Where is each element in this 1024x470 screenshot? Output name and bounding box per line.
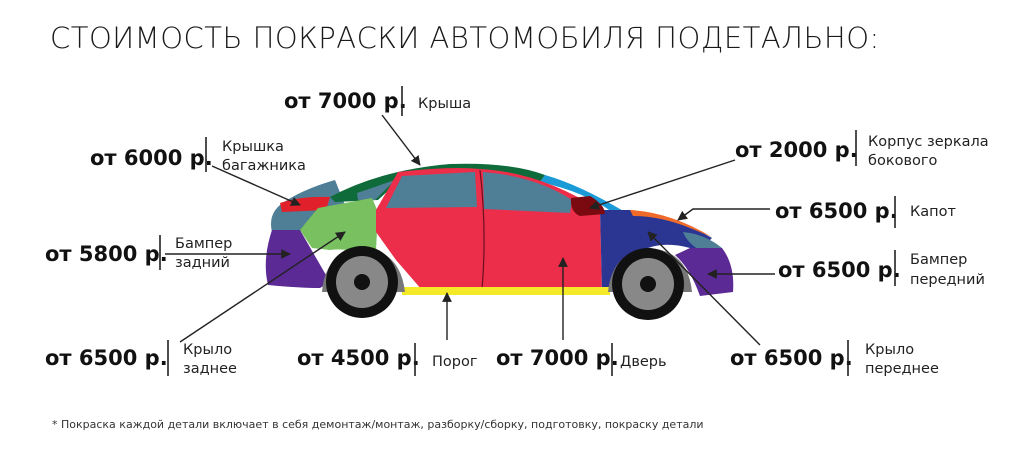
front-wheel [608,248,692,320]
part-name: Крыша [418,96,471,112]
label-sill: от 4500 р. Порог [297,343,477,376]
price: от 6500 р. [775,199,898,223]
price: от 5800 р. [45,242,168,266]
hood-panel [630,210,712,237]
label-roof: от 7000 р. Крыша [284,86,471,116]
part-name: передний [910,272,985,288]
price: от 6500 р. [730,346,853,370]
leader-lines [165,114,775,346]
footnote: * Покраска каждой детали включает в себя… [52,418,704,431]
label-trunk-lid: от 6000 р. Крышка багажника [90,137,306,174]
label-door: от 7000 р. Дверь [496,343,667,376]
price: от 6500 р. [45,346,168,370]
page-title: СТОИМОСТЬ ПОКРАСКИ АВТОМОБИЛЯ ПОДЕТАЛЬНО… [50,21,880,55]
part-name: Крыло [865,342,914,358]
sill-panel [402,287,610,295]
part-name: переднее [865,361,939,377]
part-name: заднее [183,361,237,377]
price: от 7000 р. [496,346,619,370]
part-name: Бампер [175,236,232,252]
door-windows [386,172,572,213]
price: от 6500 р. [778,258,901,282]
car-illustration [265,163,734,320]
price: от 7000 р. [284,89,407,113]
rear-fender-panel [300,198,406,292]
label-rear-bumper: от 5800 р. Бампер задний [45,235,232,271]
door-seam [479,169,485,291]
part-name: задний [175,255,230,271]
headlight [683,232,722,250]
price: от 6000 р. [90,146,213,170]
part-name: Корпус зеркала [868,134,989,150]
rear-wheel [322,246,405,318]
part-name: Капот [910,204,957,220]
label-front-bumper: от 6500 р. Бампер передний [778,250,985,288]
price: от 4500 р. [297,346,420,370]
part-name: Порог [432,354,477,370]
label-hood: от 6500 р. Капот [775,196,957,228]
front-bumper-panel [675,248,734,296]
price: от 2000 р. [735,138,858,162]
part-name: Бампер [910,252,967,268]
part-name: багажника [222,158,306,174]
part-name: бокового [868,153,937,169]
part-name: Дверь [620,354,667,370]
label-front-fender: от 6500 р. Крыло переднее [730,340,939,377]
part-name: Крыло [183,342,232,358]
label-mirror: от 2000 р. Корпус зеркала бокового [735,130,989,169]
rear-window [357,180,395,200]
label-rear-fender: от 6500 р. Крыло заднее [45,340,237,377]
part-name: Крышка [222,139,284,155]
front-fender-panel [600,210,712,292]
